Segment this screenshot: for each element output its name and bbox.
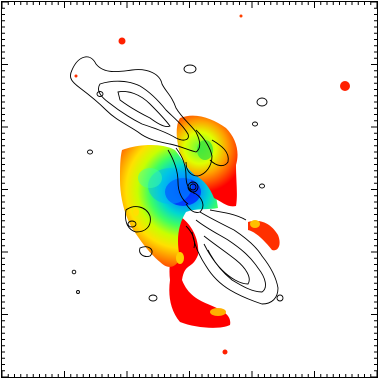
noise-blob <box>118 37 126 45</box>
side-emission-blob <box>248 220 280 251</box>
upper-emission-lobe <box>176 115 238 207</box>
radio-contours <box>69 56 284 305</box>
noise-blob <box>340 81 350 91</box>
lower-emission-lobe <box>169 215 231 328</box>
noise-blob <box>239 14 243 18</box>
noise-blob <box>222 349 228 355</box>
noise-blob <box>74 74 78 78</box>
